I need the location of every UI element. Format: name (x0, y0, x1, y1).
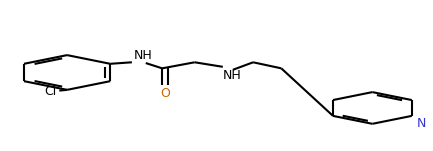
Text: NH: NH (134, 48, 153, 62)
Text: N: N (417, 117, 427, 130)
Text: Cl: Cl (44, 85, 56, 98)
Text: O: O (160, 87, 170, 100)
Text: NH: NH (223, 69, 242, 82)
